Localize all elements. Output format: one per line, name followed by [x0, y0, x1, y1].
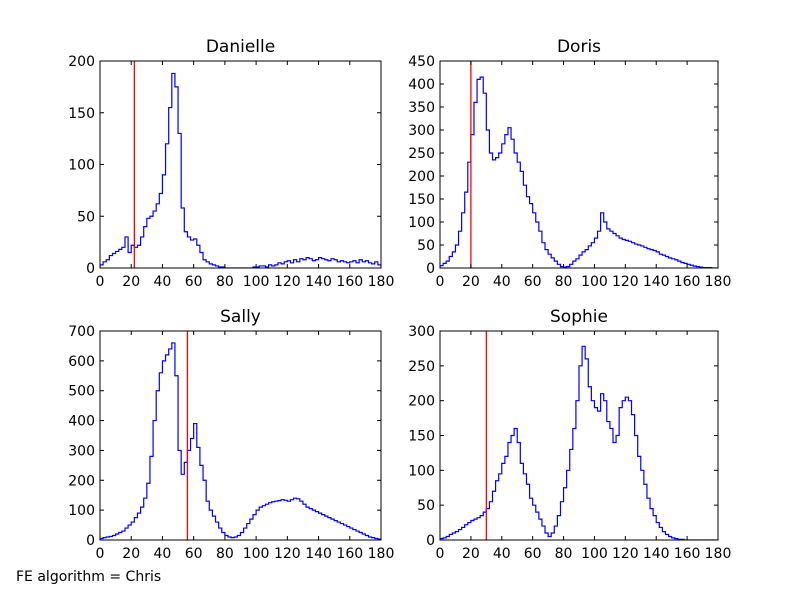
x-tick-label: 160 [674, 274, 701, 290]
x-tick-label: 160 [336, 546, 363, 562]
panel-title: Danielle [206, 37, 275, 57]
y-tick-label: 400 [68, 414, 95, 430]
y-tick-label: 350 [408, 100, 435, 116]
y-tick-label: 450 [408, 54, 435, 70]
y-tick-label: 250 [408, 146, 435, 162]
series-line [440, 76, 718, 268]
x-tick-label: 160 [674, 546, 701, 562]
panel-title: Sally [220, 307, 261, 327]
x-tick-label: 100 [243, 546, 270, 562]
x-tick-label: 0 [96, 274, 105, 290]
y-tick-label: 0 [426, 533, 435, 549]
x-tick-label: 100 [243, 274, 270, 290]
y-tick-label: 200 [68, 473, 95, 489]
x-tick-label: 140 [643, 546, 670, 562]
y-tick-label: 100 [68, 158, 95, 174]
x-tick-label: 180 [705, 546, 732, 562]
y-tick-label: 50 [77, 209, 95, 225]
x-tick-label: 0 [436, 274, 445, 290]
y-tick-label: 150 [408, 429, 435, 445]
x-tick-label: 60 [524, 546, 542, 562]
x-tick-label: 80 [216, 546, 234, 562]
y-tick-label: 150 [408, 192, 435, 208]
y-tick-label: 100 [68, 503, 95, 519]
y-tick-label: 400 [408, 77, 435, 93]
x-tick-label: 100 [581, 546, 608, 562]
x-tick-label: 180 [368, 274, 395, 290]
y-tick-label: 600 [68, 354, 95, 370]
y-tick-label: 150 [68, 106, 95, 122]
plot-frame [439, 60, 719, 269]
x-tick-label: 180 [368, 546, 395, 562]
x-tick-label: 20 [122, 546, 140, 562]
y-tick-label: 700 [68, 324, 95, 340]
x-tick-label: 60 [524, 274, 542, 290]
x-tick-label: 120 [612, 274, 639, 290]
x-tick-label: 20 [462, 546, 480, 562]
y-tick-label: 300 [68, 443, 95, 459]
series-line [440, 345, 718, 540]
x-tick-label: 40 [154, 274, 172, 290]
y-tick-label: 200 [68, 54, 95, 70]
y-tick-label: 50 [417, 238, 435, 254]
x-tick-label: 20 [122, 274, 140, 290]
series-line [100, 72, 381, 268]
panel-title: Sophie [550, 307, 608, 327]
y-tick-label: 0 [86, 261, 95, 277]
panel-title: Doris [557, 37, 601, 57]
x-tick-label: 100 [581, 274, 608, 290]
x-tick-label: 40 [154, 546, 172, 562]
series-line [100, 342, 381, 540]
y-tick-label: 100 [408, 215, 435, 231]
y-tick-label: 300 [408, 123, 435, 139]
x-tick-label: 140 [305, 274, 332, 290]
x-tick-label: 120 [274, 546, 301, 562]
y-tick-label: 200 [408, 169, 435, 185]
x-tick-label: 40 [493, 274, 511, 290]
x-tick-label: 60 [185, 546, 203, 562]
x-tick-label: 180 [705, 274, 732, 290]
y-tick-label: 300 [408, 324, 435, 340]
y-tick-label: 50 [417, 498, 435, 514]
plot-frame [439, 330, 719, 541]
x-tick-label: 20 [462, 274, 480, 290]
footer-label: FE algorithm = Chris [16, 569, 162, 585]
x-tick-label: 80 [216, 274, 234, 290]
x-tick-label: 140 [643, 274, 670, 290]
x-tick-label: 40 [493, 546, 511, 562]
x-tick-label: 80 [555, 546, 573, 562]
y-tick-label: 250 [408, 359, 435, 375]
plot-frame [99, 330, 382, 541]
y-tick-label: 100 [408, 463, 435, 479]
y-tick-label: 0 [86, 533, 95, 549]
y-tick-label: 500 [68, 384, 95, 400]
x-tick-label: 160 [336, 274, 363, 290]
y-tick-label: 200 [408, 394, 435, 410]
x-tick-label: 0 [436, 546, 445, 562]
x-tick-label: 0 [96, 546, 105, 562]
x-tick-label: 80 [555, 274, 573, 290]
y-tick-label: 0 [426, 261, 435, 277]
x-tick-label: 120 [612, 546, 639, 562]
x-tick-label: 60 [185, 274, 203, 290]
x-tick-label: 140 [305, 546, 332, 562]
x-tick-label: 120 [274, 274, 301, 290]
